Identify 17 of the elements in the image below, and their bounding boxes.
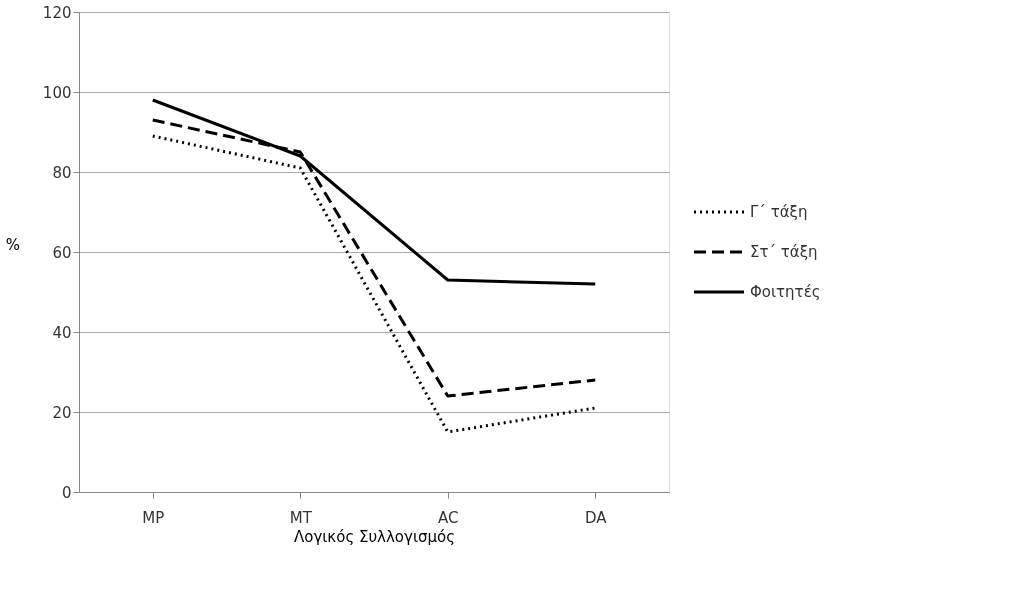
y-tick-label: 80 <box>52 163 72 182</box>
x-tick-label: MT <box>289 508 313 527</box>
x-tick-label: AC <box>438 508 459 527</box>
y-tick-label: 60 <box>52 243 72 262</box>
x-tick-label: MP <box>142 508 165 527</box>
y-axis-title: % <box>5 235 20 254</box>
legend-label: Φοιτητές <box>750 283 821 301</box>
y-tick-label: 20 <box>52 403 72 422</box>
x-tick-label: DA <box>584 508 608 527</box>
y-tick-label: 40 <box>52 323 72 342</box>
y-tick-label: 100 <box>42 83 72 102</box>
legend-label: Στ΄ τάξη <box>750 243 818 261</box>
y-tick-label: 0 <box>61 483 72 502</box>
legend-label: Γ΄ τάξη <box>750 203 808 221</box>
x-axis-title: Λογικός Συλλογισμός <box>293 527 456 546</box>
line-series <box>151 134 597 434</box>
y-tick-label: 120 <box>42 3 72 22</box>
